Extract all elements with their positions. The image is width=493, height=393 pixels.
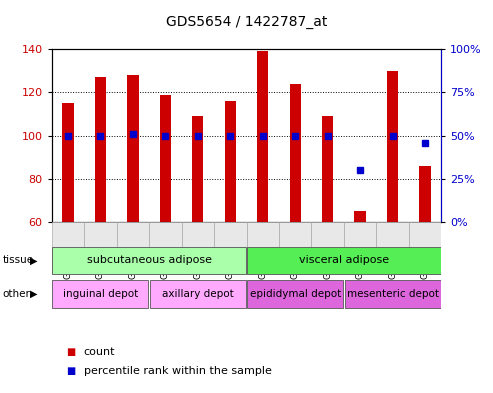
FancyBboxPatch shape	[52, 280, 148, 308]
FancyBboxPatch shape	[52, 246, 246, 274]
FancyBboxPatch shape	[117, 222, 149, 275]
Bar	[387, 71, 398, 222]
Bar	[354, 211, 366, 222]
Bar	[62, 103, 73, 222]
Bar	[160, 94, 171, 222]
FancyBboxPatch shape	[344, 222, 376, 275]
Text: inguinal depot: inguinal depot	[63, 289, 138, 299]
FancyBboxPatch shape	[84, 222, 117, 275]
Bar	[192, 116, 204, 222]
FancyBboxPatch shape	[279, 222, 312, 275]
FancyBboxPatch shape	[149, 222, 181, 275]
Text: mesenteric depot: mesenteric depot	[347, 289, 439, 299]
Text: axillary depot: axillary depot	[162, 289, 234, 299]
Bar	[257, 51, 268, 222]
Text: count: count	[84, 347, 115, 357]
Bar	[289, 84, 301, 222]
FancyBboxPatch shape	[181, 222, 214, 275]
Text: epididymal depot: epididymal depot	[249, 289, 341, 299]
FancyBboxPatch shape	[246, 222, 279, 275]
Bar	[95, 77, 106, 222]
FancyBboxPatch shape	[345, 280, 441, 308]
FancyBboxPatch shape	[150, 280, 246, 308]
FancyBboxPatch shape	[247, 280, 343, 308]
Text: GDS5654 / 1422787_at: GDS5654 / 1422787_at	[166, 15, 327, 29]
Bar	[127, 75, 139, 222]
Text: visceral adipose: visceral adipose	[299, 255, 389, 265]
FancyBboxPatch shape	[376, 222, 409, 275]
Text: ■: ■	[67, 347, 76, 357]
FancyBboxPatch shape	[312, 222, 344, 275]
FancyBboxPatch shape	[409, 222, 441, 275]
Text: other: other	[2, 289, 31, 299]
Text: tissue: tissue	[2, 255, 34, 265]
Text: ■: ■	[67, 366, 76, 376]
Text: percentile rank within the sample: percentile rank within the sample	[84, 366, 272, 376]
Bar	[225, 101, 236, 222]
FancyBboxPatch shape	[52, 222, 84, 275]
Bar	[420, 166, 431, 222]
Text: ▶: ▶	[30, 289, 37, 299]
Text: ▶: ▶	[30, 255, 37, 265]
Bar	[322, 116, 333, 222]
FancyBboxPatch shape	[247, 246, 441, 274]
FancyBboxPatch shape	[214, 222, 246, 275]
Text: subcutaneous adipose: subcutaneous adipose	[87, 255, 211, 265]
